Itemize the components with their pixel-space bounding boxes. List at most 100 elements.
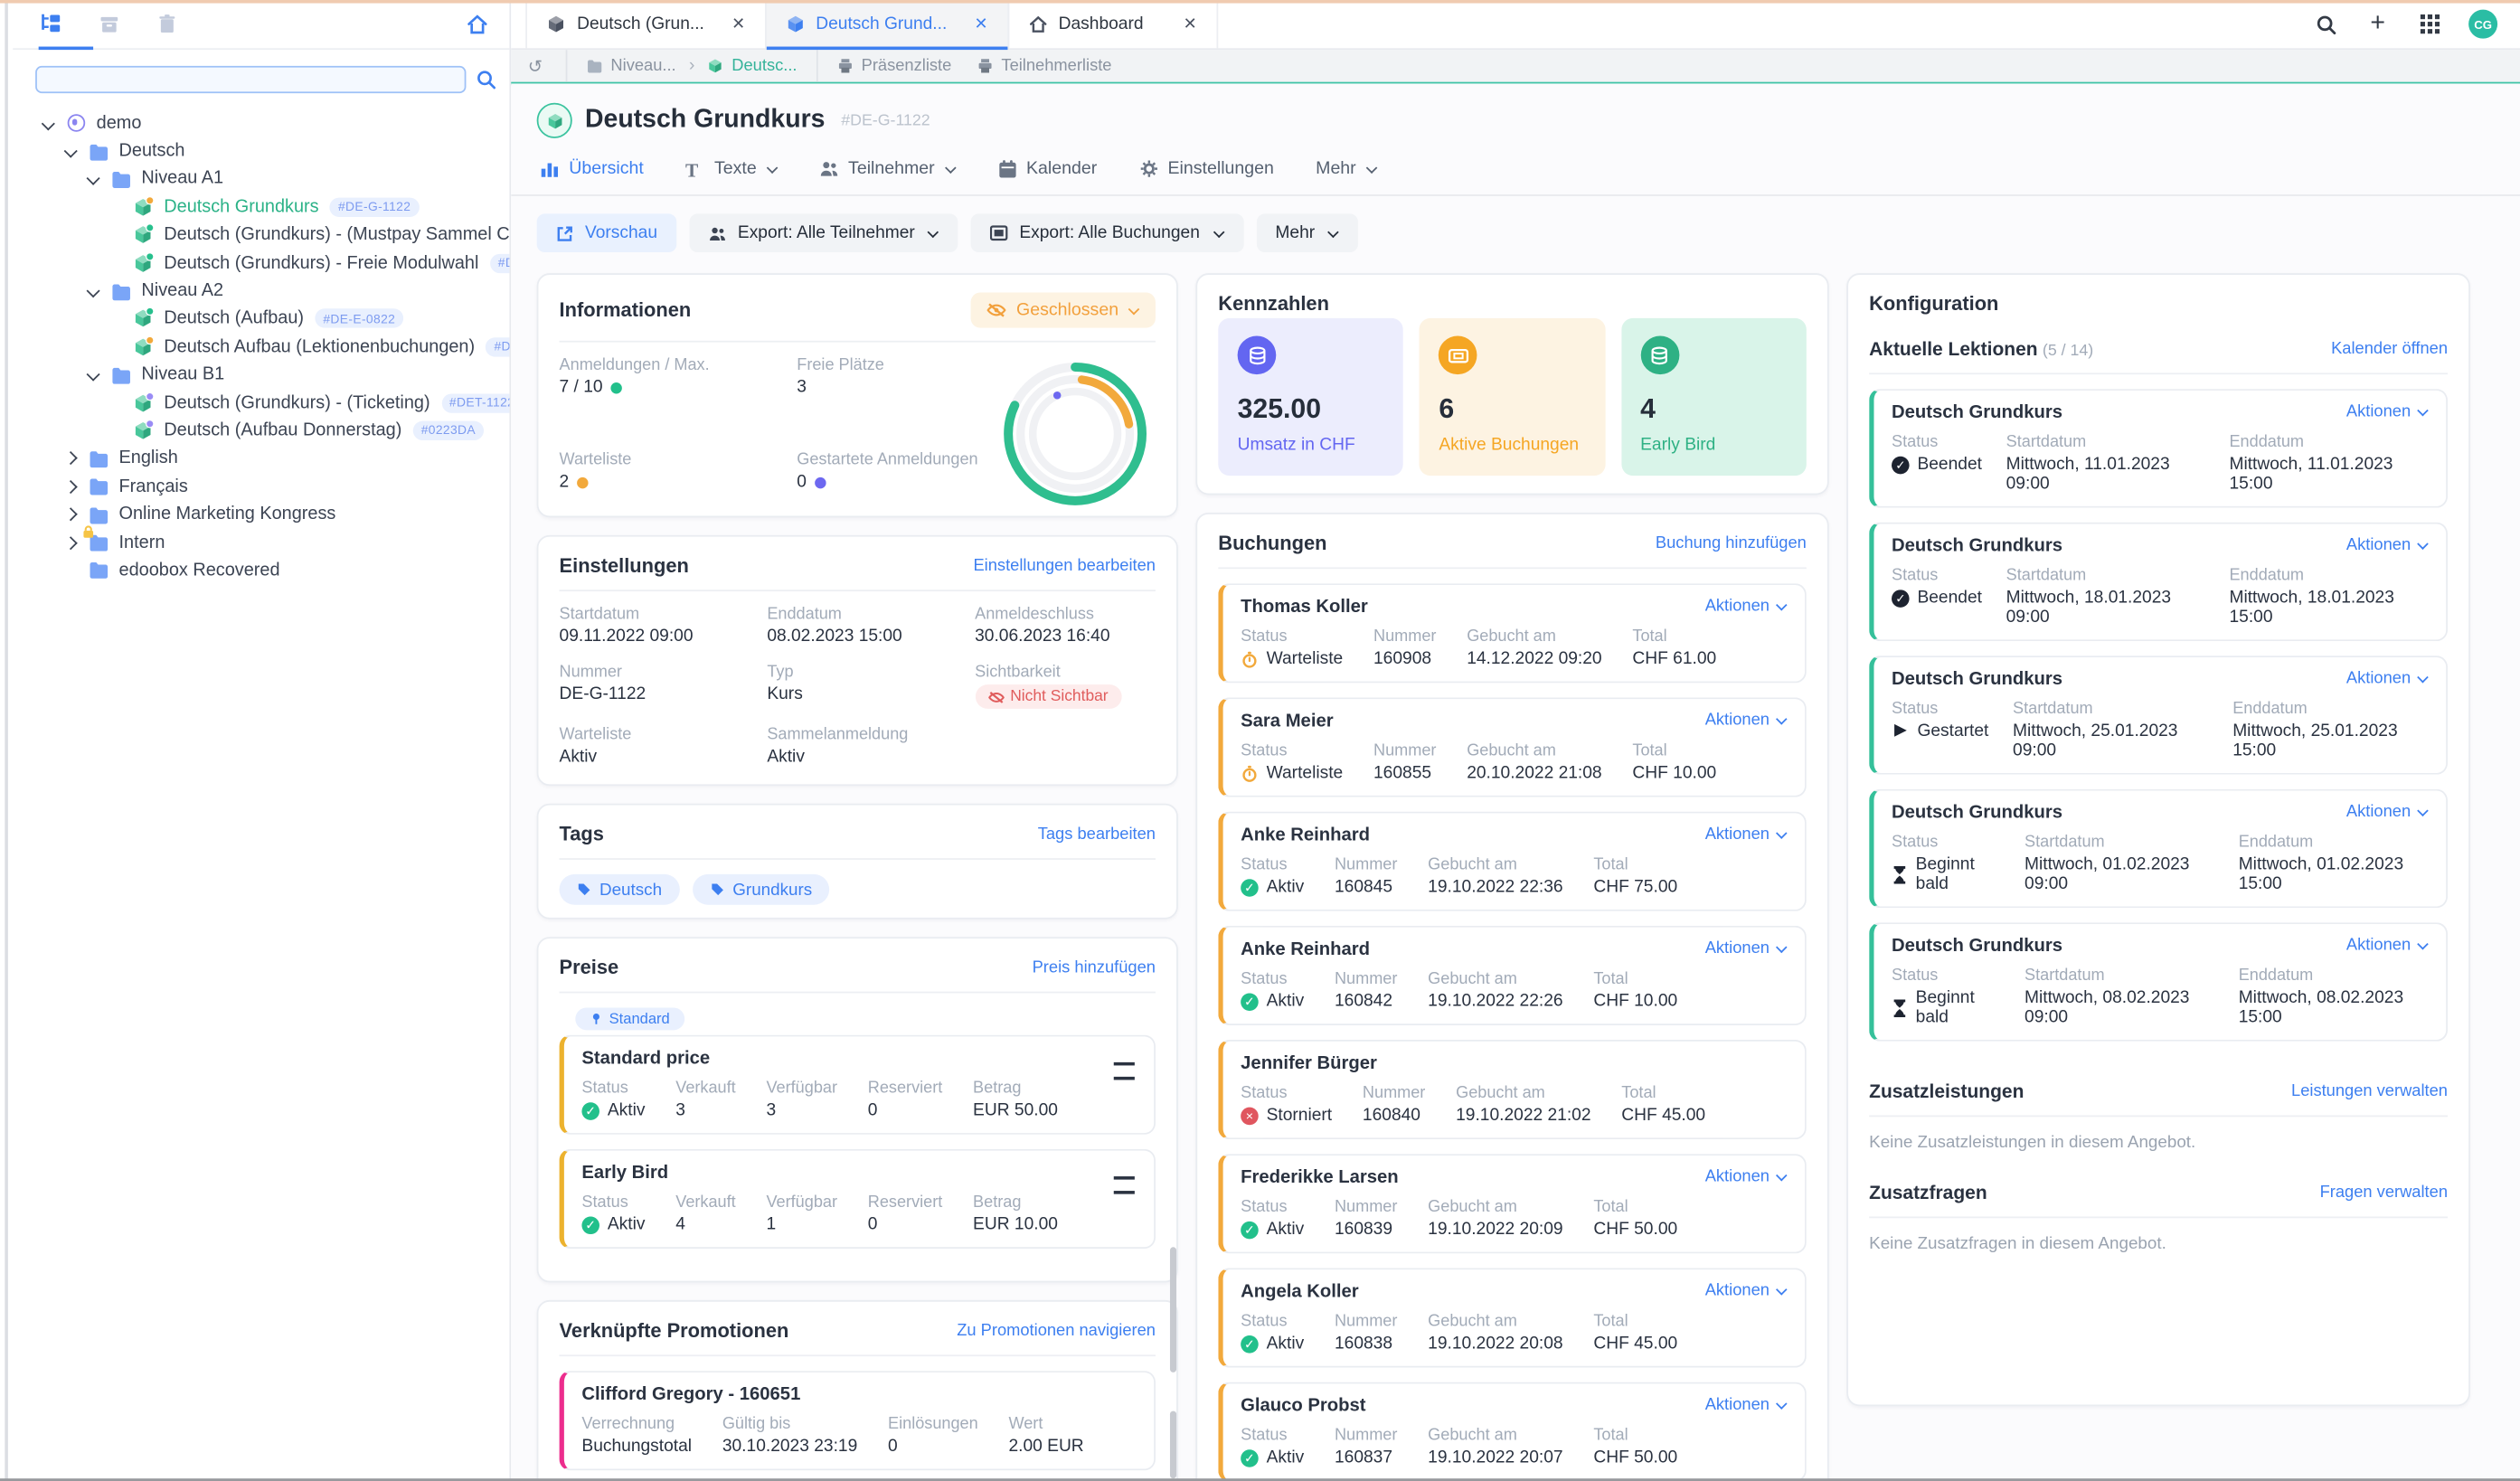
aktionen-dropdown[interactable]: Aktionen — [1705, 712, 1788, 730]
aktionen-dropdown[interactable]: Aktionen — [2346, 537, 2429, 555]
course-tab[interactable]: T Einstellungen — [1139, 159, 1274, 178]
tree-item[interactable]: Deutsch Grundkurs #DE-G-1122 — [23, 193, 510, 222]
plus-icon[interactable]: + — [2370, 9, 2385, 37]
action-button[interactable]: Vorschau — [536, 213, 677, 253]
course-tab[interactable]: T Texte — [685, 159, 778, 182]
sidebar-home-icon[interactable] — [465, 11, 490, 36]
caret-icon[interactable] — [61, 449, 80, 468]
aktionen-dropdown[interactable]: Aktionen — [1705, 826, 1788, 844]
action-button[interactable]: Mehr — [1256, 213, 1359, 253]
aktionen-dropdown[interactable]: Aktionen — [1705, 940, 1788, 958]
caret-icon[interactable] — [106, 309, 125, 328]
services-manage-link[interactable]: Leistungen verwalten — [2291, 1082, 2449, 1100]
trash-icon[interactable] — [155, 11, 180, 36]
booking-card[interactable]: Sara Meier Aktionen Status ✓ × — [1218, 697, 1807, 797]
breadcrumb-folder[interactable]: Niveau... — [574, 50, 689, 82]
settings-edit-link[interactable]: Einstellungen bearbeiten — [973, 556, 1156, 575]
lesson-card[interactable]: Deutsch Grundkurs Aktionen Status ✓ ▶ — [1869, 922, 2449, 1042]
tree-item[interactable]: Deutsch Aufbau (Lektionenbuchungen) #DE-… — [23, 333, 510, 361]
close-icon[interactable]: ✕ — [731, 14, 746, 33]
action-button[interactable]: Export: Alle Teilnehmer — [689, 213, 958, 253]
aktionen-dropdown[interactable]: Aktionen — [1705, 1282, 1788, 1300]
print-link[interactable]: Präsenzliste — [825, 50, 965, 82]
tree-item[interactable]: Deutsch (Aufbau) #DE-E-0822 — [23, 305, 510, 333]
price-add-link[interactable]: Preis hinzufügen — [1032, 958, 1156, 976]
tree-item[interactable]: Deutsch (Grundkurs) - Freie Modulwahl #D… — [23, 249, 510, 277]
tree-item[interactable]: demo — [23, 109, 510, 137]
caret-icon[interactable] — [106, 393, 125, 412]
tree-item[interactable]: edoobox Recovered — [23, 556, 510, 584]
tree-item[interactable]: Deutsch (Grundkurs) - (Ticketing) #DET-1… — [23, 389, 510, 417]
booking-card[interactable]: Glauco Probst Aktionen Status ✓ × — [1218, 1382, 1807, 1481]
promotion-card[interactable]: Clifford Gregory - 160651 Verrechnung Bu… — [559, 1371, 1156, 1471]
caret-icon[interactable] — [106, 197, 125, 216]
aktionen-dropdown[interactable]: Aktionen — [1705, 1168, 1788, 1186]
booking-card[interactable]: Frederikke Larsen Aktionen Status ✓ × — [1218, 1154, 1807, 1254]
booking-card[interactable]: Angela Koller Aktionen Status ✓ × — [1218, 1268, 1807, 1368]
caret-icon[interactable] — [39, 114, 58, 133]
booking-card[interactable]: Anke Reinhard Aktionen Status ✓ × — [1218, 925, 1807, 1025]
calendar-open-link[interactable]: Kalender öffnen — [2331, 339, 2449, 358]
close-icon[interactable]: ✕ — [974, 14, 988, 33]
search-icon[interactable] — [2314, 12, 2338, 36]
caret-icon[interactable] — [83, 281, 102, 300]
aktionen-dropdown[interactable]: Aktionen — [2346, 403, 2429, 421]
aktionen-dropdown[interactable]: Aktionen — [2346, 937, 2429, 955]
caret-icon[interactable] — [61, 505, 80, 524]
window-tab[interactable]: Deutsch Grund... ✕ — [764, 0, 1009, 51]
booking-card[interactable]: Thomas Koller Aktionen Status ✓ × — [1218, 583, 1807, 684]
price-card[interactable]: Standard price Status ✓ Aktiv Verkauft 3 … — [559, 1034, 1156, 1135]
caret-icon[interactable] — [106, 253, 125, 272]
tree-item[interactable]: Online Marketing Kongress — [23, 501, 510, 529]
course-tab[interactable]: T Mehr — [1316, 159, 1377, 178]
promotions-nav-link[interactable]: Zu Promotionen navigieren — [957, 1321, 1156, 1340]
booking-card[interactable]: Jennifer Bürger Status ✓ × — [1218, 1039, 1807, 1140]
tag-pill[interactable]: Grundkurs — [692, 873, 830, 905]
drag-handle[interactable] — [1113, 1061, 1135, 1080]
tree-search-input[interactable] — [35, 65, 467, 94]
archive-icon[interactable] — [97, 11, 122, 36]
caret-icon[interactable] — [61, 142, 80, 161]
left-column-scrollbar-lower[interactable] — [1169, 1410, 1176, 1479]
window-tab[interactable]: Deutsch (Grun... ✕ — [525, 0, 767, 49]
booking-add-link[interactable]: Buchung hinzufügen — [1655, 533, 1807, 552]
apps-grid-icon[interactable] — [2417, 12, 2441, 36]
aktionen-dropdown[interactable]: Aktionen — [2346, 670, 2429, 688]
aktionen-dropdown[interactable]: Aktionen — [1705, 598, 1788, 616]
tags-edit-link[interactable]: Tags bearbeiten — [1037, 825, 1156, 844]
breadcrumb-course[interactable]: Deutsc... — [694, 50, 809, 82]
caret-icon[interactable] — [61, 561, 80, 580]
tree-view-icon[interactable] — [39, 11, 64, 36]
aktionen-dropdown[interactable]: Aktionen — [2346, 804, 2429, 822]
tree-item[interactable]: Deutsch (Grundkurs) - (Mustpay Sammel Co… — [23, 222, 509, 250]
lesson-card[interactable]: Deutsch Grundkurs Aktionen Status ✓ ▶ — [1869, 522, 2449, 642]
lesson-card[interactable]: Deutsch Grundkurs Aktionen Status ✓ ▶ — [1869, 788, 2449, 909]
lesson-card[interactable]: Deutsch Grundkurs Aktionen Status ✓ ▶ — [1869, 389, 2449, 508]
aktionen-dropdown[interactable]: Aktionen — [1705, 1397, 1788, 1415]
drag-handle[interactable] — [1113, 1176, 1135, 1194]
questions-manage-link[interactable]: Fragen verwalten — [2319, 1184, 2449, 1202]
offer-status-button[interactable]: Geschlossen — [971, 292, 1156, 328]
caret-icon[interactable] — [83, 365, 102, 384]
caret-icon[interactable] — [106, 337, 125, 356]
tree-item[interactable]: Niveau A2 — [23, 277, 510, 305]
avatar[interactable]: CG — [2468, 9, 2498, 39]
course-tab[interactable]: T Kalender — [997, 159, 1097, 178]
caret-icon[interactable] — [106, 225, 125, 244]
tree-search-icon[interactable] — [476, 69, 496, 90]
print-link[interactable]: Teilnehmerliste — [965, 50, 1125, 82]
left-column-scrollbar[interactable] — [1169, 1247, 1176, 1373]
history-icon[interactable]: ↺ — [527, 57, 543, 77]
tree-item[interactable]: Niveau B1 — [23, 361, 510, 389]
lesson-card[interactable]: Deutsch Grundkurs Aktionen Status ✓ ▶ — [1869, 656, 2449, 775]
tree-item[interactable]: Français — [23, 473, 510, 501]
booking-card[interactable]: Anke Reinhard Aktionen Status ✓ × — [1218, 811, 1807, 911]
course-tab[interactable]: T Übersicht — [540, 159, 644, 178]
tree-item[interactable]: English — [23, 445, 510, 473]
tree-item[interactable]: Deutsch (Aufbau Donnerstag) #0223DA — [23, 417, 510, 445]
caret-icon[interactable] — [83, 169, 102, 188]
tag-pill[interactable]: Deutsch — [559, 873, 680, 905]
tree-item[interactable]: Niveau A1 — [23, 165, 510, 193]
price-card[interactable]: Early Bird Status ✓ Aktiv Verkauft 4 Verf… — [559, 1148, 1156, 1250]
caret-icon[interactable] — [61, 476, 80, 495]
